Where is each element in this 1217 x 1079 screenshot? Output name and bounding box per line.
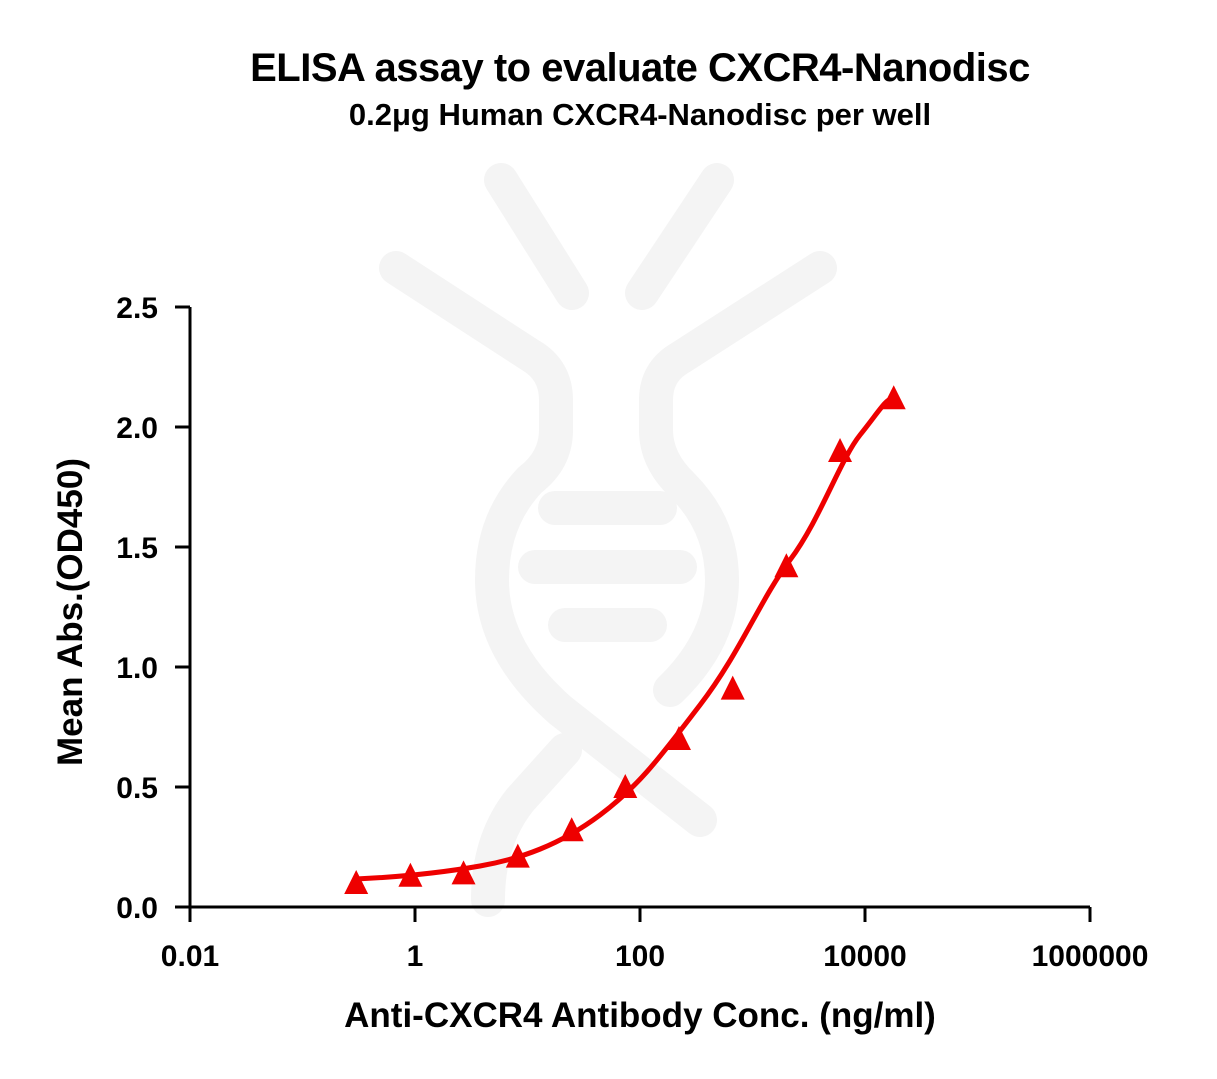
triangle-marker-icon <box>505 843 530 868</box>
chart-subtitle: 0.2μg Human CXCR4-Nanodisc per well <box>348 97 932 132</box>
triangle-marker-icon <box>451 860 476 885</box>
triangle-marker-icon <box>881 385 906 410</box>
x-tick-labels: 0.01 1 100 10000 1000000 <box>161 940 1149 973</box>
x-tick-label: 1000000 <box>1032 940 1149 973</box>
y-tick-labels: 0.0 0.5 1.0 1.5 2.0 2.5 <box>116 292 158 925</box>
triangle-marker-icon <box>344 870 369 894</box>
y-tick-label: 1.5 <box>116 532 158 565</box>
x-tick-label: 1 <box>407 940 424 973</box>
triangle-marker-icon <box>774 553 799 578</box>
y-tick-label: 1.0 <box>116 652 158 685</box>
x-tick-label: 0.01 <box>161 940 219 973</box>
watermark-logo-icon <box>379 163 837 917</box>
triangle-marker-icon <box>559 817 584 842</box>
y-axis-title: Mean Abs.(OD450) <box>51 458 90 766</box>
y-axis <box>175 305 192 909</box>
y-tick-label: 0.0 <box>116 892 158 925</box>
data-markers <box>344 385 906 894</box>
triangle-marker-icon <box>666 726 691 750</box>
x-tick-label: 100 <box>615 940 665 973</box>
x-axis-title: Anti-CXCR4 Antibody Conc. (ng/ml) <box>344 996 936 1035</box>
y-tick-label: 2.0 <box>116 412 158 445</box>
y-tick-label: 2.5 <box>116 292 158 325</box>
x-tick-label: 10000 <box>823 940 906 973</box>
triangle-marker-icon <box>828 438 853 462</box>
triangle-marker-icon <box>398 862 423 887</box>
triangle-marker-icon <box>613 774 638 798</box>
triangle-marker-icon <box>720 675 745 700</box>
y-tick-label: 0.5 <box>116 772 158 805</box>
chart-title: ELISA assay to evaluate CXCR4-Nanodisc <box>250 46 1030 90</box>
x-axis <box>175 905 1092 922</box>
